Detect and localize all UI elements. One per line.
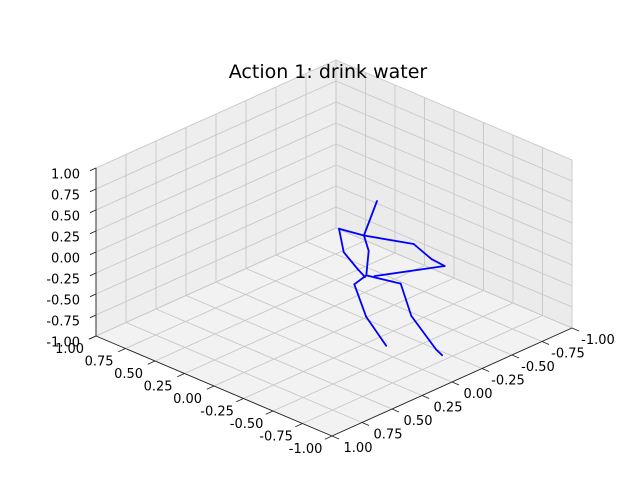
- y-tick-mark-5: [481, 368, 490, 372]
- x-tick-mark-2: [265, 410, 274, 415]
- x-tick-label-6: 0.50: [114, 367, 143, 382]
- y-tick-label-2: 0.50: [404, 414, 433, 429]
- y-tick-label-5: -0.25: [491, 374, 525, 389]
- y-tick-label-4: 0.00: [464, 387, 493, 402]
- y-tick-mark-0: [331, 435, 340, 440]
- left-wall-gridline-z-8: [95, 59, 337, 169]
- z-tick-mark-7: [89, 188, 97, 193]
- floor-gridline-y-7: [125, 322, 363, 423]
- skeleton-bone-5: [430, 258, 446, 267]
- skeleton-bone-15: [353, 274, 368, 286]
- skeleton-bone-16: [353, 283, 368, 318]
- y-tick-label-3: 0.25: [434, 401, 463, 416]
- z-tick-label-0: -1.00: [46, 335, 80, 350]
- x-tick-mark-3: [236, 398, 244, 403]
- floor-gridline-y-5: [185, 295, 423, 396]
- right-wall-gridline-z-6: [335, 101, 573, 203]
- x-tick-label-2: -0.50: [230, 417, 264, 432]
- skeleton-bone-8: [338, 227, 345, 254]
- left-wall-gridline-z-4: [95, 143, 337, 253]
- y-tick-mark-3: [421, 395, 430, 399]
- x-tick-label-0: -1.00: [289, 442, 323, 457]
- y-tick-label-1: 0.75: [374, 428, 403, 443]
- skeleton-bone-3: [362, 234, 415, 245]
- x-tick-label-3: -0.25: [200, 404, 234, 419]
- skeleton-bone-0: [362, 200, 378, 237]
- skeleton-bone-4: [412, 243, 433, 261]
- y-tick-mark-7: [541, 341, 550, 345]
- skeleton-bone-7: [338, 227, 365, 237]
- skeleton-bone-9: [342, 251, 359, 271]
- skeleton-bone-12: [399, 282, 413, 317]
- z-tick-label-3: -0.25: [46, 272, 80, 287]
- z-tick-label-2: -0.50: [46, 293, 80, 308]
- x-tick-label-8: 1.00: [55, 342, 84, 357]
- y-tick-mark-1: [361, 422, 370, 426]
- z-tick-label-7: 0.75: [51, 188, 80, 203]
- right-wall-gridline-z-5: [335, 122, 573, 224]
- z-tick-mark-5: [89, 230, 97, 235]
- z-tick-mark-6: [89, 209, 97, 214]
- z-tick-label-5: 0.25: [51, 230, 80, 245]
- left-wall-gridline-z-5: [95, 122, 337, 232]
- z-tick-mark-1: [89, 314, 97, 319]
- chart-title: Action 1: drink water: [229, 61, 428, 83]
- x-tick-label-1: -0.75: [259, 429, 293, 444]
- z-tick-mark-3: [89, 272, 97, 277]
- z-tick-mark-2: [89, 293, 97, 298]
- z-tick-label-4: 0.00: [51, 251, 80, 266]
- x-tick-mark-6: [147, 360, 156, 365]
- z-tick-mark-4: [89, 251, 97, 256]
- y-tick-mark-6: [511, 354, 520, 359]
- x-tick-mark-5: [177, 373, 185, 378]
- floor-gridline-x-6: [154, 252, 396, 362]
- x-tick-mark-0: [324, 435, 333, 440]
- y-tick-mark-8: [571, 327, 580, 332]
- y-tick-label-0: 1.00: [344, 441, 373, 456]
- y-tick-mark-2: [391, 408, 400, 413]
- skeleton-bone-17: [365, 315, 388, 347]
- floor-gridline-y-4: [215, 281, 453, 383]
- skeleton-bone-14: [435, 348, 444, 357]
- z-tick-label-8: 1.00: [51, 167, 80, 182]
- x-tick-label-5: 0.25: [144, 379, 173, 394]
- skeleton-bone-2: [365, 249, 370, 277]
- y-tick-label-6: -0.50: [521, 360, 555, 375]
- floor-gridline-y-6: [155, 308, 393, 410]
- floor-gridline-x-7: [125, 240, 366, 349]
- x-tick-label-4: 0.00: [173, 392, 202, 407]
- grid-lines: [95, 59, 573, 437]
- skeleton-bone-1: [362, 234, 370, 252]
- left-wall-gridline-z-6: [95, 101, 337, 211]
- floor-gridline-x-8: [95, 227, 337, 337]
- z-tick-label-6: 0.50: [51, 209, 80, 224]
- z-tick-mark-8: [89, 167, 97, 172]
- right-wall-gridline-z-4: [335, 143, 573, 245]
- x-tick-mark-4: [206, 385, 215, 390]
- x-tick-mark-7: [118, 348, 126, 353]
- skeleton-bone-13: [410, 314, 438, 351]
- left-wall-gridline-z-7: [95, 80, 337, 190]
- y-tick-label-7: -0.75: [551, 347, 585, 362]
- right-wall-gridline-z-7: [335, 80, 573, 182]
- floor-gridline-x-5: [184, 265, 425, 374]
- skeleton-bone-11: [365, 274, 402, 285]
- x-tick-label-7: 0.75: [85, 354, 114, 369]
- tick-labels: -1.00-0.75-0.50-0.250.000.250.500.751.00…: [46, 167, 614, 457]
- z-tick-label-1: -0.75: [46, 314, 80, 329]
- z-tick-mark-0: [89, 335, 97, 340]
- right-wall-gridline-z-8: [335, 59, 573, 161]
- skeleton-bone-6: [373, 265, 446, 278]
- x-tick-mark-1: [295, 423, 303, 428]
- skeleton-bone-10: [357, 268, 367, 278]
- y-tick-mark-4: [451, 381, 460, 386]
- y-tick-label-8: -1.00: [581, 333, 615, 348]
- skeleton-series: [338, 200, 446, 357]
